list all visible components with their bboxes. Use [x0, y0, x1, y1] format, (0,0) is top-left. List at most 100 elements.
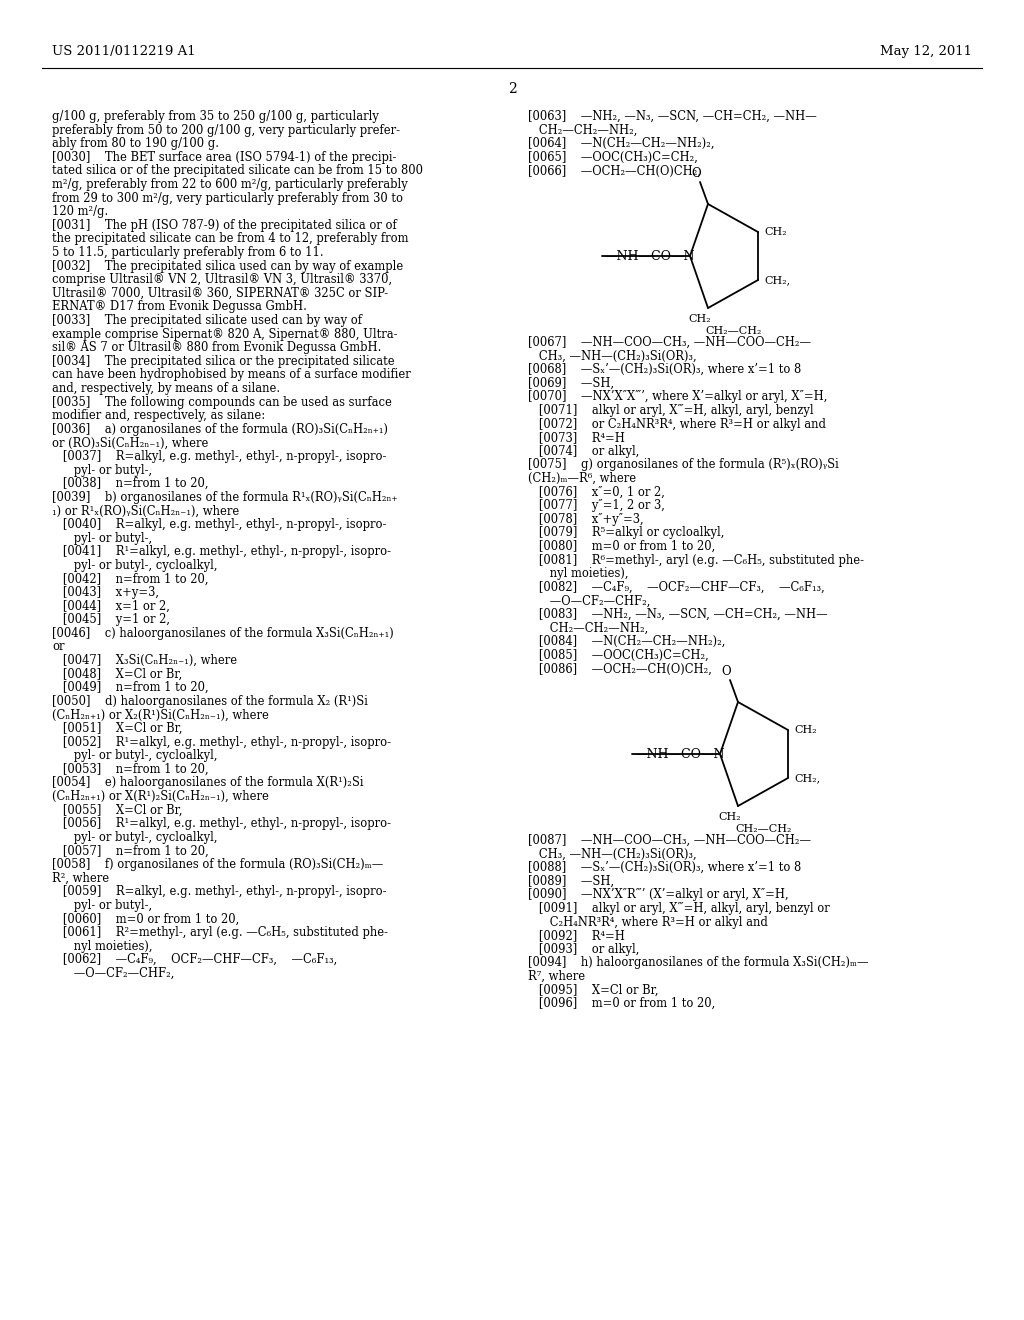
Text: [0083]    —NH₂, —N₃, —SCN, —CH=CH₂, —NH—: [0083] —NH₂, —N₃, —SCN, —CH=CH₂, —NH— — [528, 609, 827, 620]
Text: CH₂—CH₂—NH₂,: CH₂—CH₂—NH₂, — [528, 124, 637, 136]
Text: O: O — [721, 665, 731, 678]
Text: [0081]    R⁶=methyl-, aryl (e.g. —C₆H₅, substituted phe-: [0081] R⁶=methyl-, aryl (e.g. —C₆H₅, sub… — [528, 553, 864, 566]
Text: [0055]    X=Cl or Br,: [0055] X=Cl or Br, — [52, 804, 182, 817]
Text: preferably from 50 to 200 g/100 g, very particularly prefer-: preferably from 50 to 200 g/100 g, very … — [52, 124, 400, 136]
Text: [0047]    X₃Si(CₙH₂ₙ₋₁), where: [0047] X₃Si(CₙH₂ₙ₋₁), where — [52, 653, 238, 667]
Text: CH₃, —NH—(CH₂)₃Si(OR)₃,: CH₃, —NH—(CH₂)₃Si(OR)₃, — [528, 847, 696, 861]
Text: [0069]    —SH,: [0069] —SH, — [528, 376, 614, 389]
Text: CH₂—CH₂: CH₂—CH₂ — [706, 326, 762, 337]
Text: pyl- or butyl-, cycloalkyl,: pyl- or butyl-, cycloalkyl, — [52, 558, 217, 572]
Text: [0088]    —Sₓ’—(CH₂)₃Si(OR)₃, where x’=1 to 8: [0088] —Sₓ’—(CH₂)₃Si(OR)₃, where x’=1 to… — [528, 861, 801, 874]
Text: pyl- or butyl-,: pyl- or butyl-, — [52, 463, 153, 477]
Text: [0068]    —Sₓ’—(CH₂)₃Si(OR)₃, where x’=1 to 8: [0068] —Sₓ’—(CH₂)₃Si(OR)₃, where x’=1 to… — [528, 363, 801, 376]
Text: [0091]    alkyl or aryl, X‴=H, alkyl, aryl, benzyl or: [0091] alkyl or aryl, X‴=H, alkyl, aryl,… — [528, 902, 829, 915]
Text: [0095]    X=Cl or Br,: [0095] X=Cl or Br, — [528, 983, 658, 997]
Text: from 29 to 300 m²/g, very particularly preferably from 30 to: from 29 to 300 m²/g, very particularly p… — [52, 191, 403, 205]
Text: [0093]    or alkyl,: [0093] or alkyl, — [528, 942, 639, 956]
Text: [0051]    X=Cl or Br,: [0051] X=Cl or Br, — [52, 722, 182, 735]
Text: [0064]    —N(CH₂—CH₂—NH₂)₂,: [0064] —N(CH₂—CH₂—NH₂)₂, — [528, 137, 715, 150]
Text: [0061]    R²=methyl-, aryl (e.g. —C₆H₅, substituted phe-: [0061] R²=methyl-, aryl (e.g. —C₆H₅, sub… — [52, 927, 388, 939]
Text: —NH—CO—N: —NH—CO—N — [634, 747, 725, 760]
Text: CH₂: CH₂ — [719, 812, 741, 822]
Text: m²/g, preferably from 22 to 600 m²/g, particularly preferably: m²/g, preferably from 22 to 600 m²/g, pa… — [52, 178, 408, 191]
Text: [0080]    m=0 or from 1 to 20,: [0080] m=0 or from 1 to 20, — [528, 540, 715, 553]
Text: nyl moieties),: nyl moieties), — [528, 568, 629, 581]
Text: [0066]    —OCH₂—CH(O)CH₂,: [0066] —OCH₂—CH(O)CH₂, — [528, 165, 701, 177]
Text: May 12, 2011: May 12, 2011 — [880, 45, 972, 58]
Text: [0071]    alkyl or aryl, X‴=H, alkyl, aryl, benzyl: [0071] alkyl or aryl, X‴=H, alkyl, aryl,… — [528, 404, 814, 417]
Text: 2: 2 — [508, 82, 516, 96]
Text: [0031]    The pH (ISO 787-9) of the precipitated silica or of: [0031] The pH (ISO 787-9) of the precipi… — [52, 219, 396, 232]
Text: [0049]    n=from 1 to 20,: [0049] n=from 1 to 20, — [52, 681, 209, 694]
Text: nyl moieties),: nyl moieties), — [52, 940, 153, 953]
Text: [0044]    x=1 or 2,: [0044] x=1 or 2, — [52, 599, 170, 612]
Text: ₁) or R¹ₓ(RO)ᵧSi(CₙH₂ₙ₋₁), where: ₁) or R¹ₓ(RO)ᵧSi(CₙH₂ₙ₋₁), where — [52, 504, 240, 517]
Text: [0089]    —SH,: [0089] —SH, — [528, 875, 614, 888]
Text: [0067]    —NH—COO—CH₃, —NH—COO—CH₂—: [0067] —NH—COO—CH₃, —NH—COO—CH₂— — [528, 337, 811, 348]
Text: [0070]    —NX’X″X‴’, where X’=alkyl or aryl, X″=H,: [0070] —NX’X″X‴’, where X’=alkyl or aryl… — [528, 391, 827, 404]
Text: CH₂,: CH₂, — [794, 774, 820, 783]
Text: O: O — [691, 168, 700, 180]
Text: pyl- or butyl-,: pyl- or butyl-, — [52, 532, 153, 545]
Text: [0057]    n=from 1 to 20,: [0057] n=from 1 to 20, — [52, 845, 209, 858]
Text: CH₂,: CH₂, — [764, 275, 791, 285]
Text: [0092]    R⁴=H: [0092] R⁴=H — [528, 929, 625, 942]
Text: [0037]    R=alkyl, e.g. methyl-, ethyl-, n-propyl-, isopro-: [0037] R=alkyl, e.g. methyl-, ethyl-, n-… — [52, 450, 386, 463]
Text: [0077]    y″=1, 2 or 3,: [0077] y″=1, 2 or 3, — [528, 499, 665, 512]
Text: [0085]    —OOC(CH₃)C=CH₂,: [0085] —OOC(CH₃)C=CH₂, — [528, 649, 709, 661]
Text: [0054]    e) haloorganosilanes of the formula X(R¹)₂Si: [0054] e) haloorganosilanes of the formu… — [52, 776, 364, 789]
Text: g/100 g, preferably from 35 to 250 g/100 g, particularly: g/100 g, preferably from 35 to 250 g/100… — [52, 110, 379, 123]
Text: [0035]    The following compounds can be used as surface: [0035] The following compounds can be us… — [52, 396, 392, 409]
Text: [0079]    R⁵=alkyl or cycloalkyl,: [0079] R⁵=alkyl or cycloalkyl, — [528, 527, 724, 540]
Text: [0096]    m=0 or from 1 to 20,: [0096] m=0 or from 1 to 20, — [528, 997, 715, 1010]
Text: [0052]    R¹=alkyl, e.g. methyl-, ethyl-, n-propyl-, isopro-: [0052] R¹=alkyl, e.g. methyl-, ethyl-, n… — [52, 735, 391, 748]
Text: ERNAT® D17 from Evonik Degussa GmbH.: ERNAT® D17 from Evonik Degussa GmbH. — [52, 301, 307, 313]
Text: [0090]    —NX’X″R‴’ (X’=alkyl or aryl, X″=H,: [0090] —NX’X″R‴’ (X’=alkyl or aryl, X″=H… — [528, 888, 788, 902]
Text: the precipitated silicate can be from 4 to 12, preferably from: the precipitated silicate can be from 4 … — [52, 232, 409, 246]
Text: comprise Ultrasil® VN 2, Ultrasil® VN 3, Ultrasil® 3370,: comprise Ultrasil® VN 2, Ultrasil® VN 3,… — [52, 273, 392, 286]
Text: —NH—CO—N: —NH—CO—N — [604, 249, 694, 263]
Text: —O—CF₂—CHF₂,: —O—CF₂—CHF₂, — [528, 594, 650, 607]
Text: [0032]    The precipitated silica used can by way of example: [0032] The precipitated silica used can … — [52, 260, 403, 273]
Text: sil® AS 7 or Ultrasil® 880 from Evonik Degussa GmbH.: sil® AS 7 or Ultrasil® 880 from Evonik D… — [52, 341, 381, 354]
Text: [0074]    or alkyl,: [0074] or alkyl, — [528, 445, 639, 458]
Text: [0043]    x+y=3,: [0043] x+y=3, — [52, 586, 159, 599]
Text: [0094]    h) haloorganosilanes of the formula X₃Si(CH₂)ₘ—: [0094] h) haloorganosilanes of the formu… — [528, 957, 868, 969]
Text: 120 m²/g.: 120 m²/g. — [52, 205, 109, 218]
Text: [0056]    R¹=alkyl, e.g. methyl-, ethyl-, n-propyl-, isopro-: [0056] R¹=alkyl, e.g. methyl-, ethyl-, n… — [52, 817, 391, 830]
Text: [0086]    —OCH₂—CH(O)CH₂,: [0086] —OCH₂—CH(O)CH₂, — [528, 663, 712, 676]
Text: [0065]    —OOC(CH₃)C=CH₂,: [0065] —OOC(CH₃)C=CH₂, — [528, 150, 698, 164]
Text: [0058]    f) organosilanes of the formula (RO)₃Si(CH₂)ₘ—: [0058] f) organosilanes of the formula (… — [52, 858, 383, 871]
Text: [0075]    g) organosilanes of the formula (R⁵)ₓ(RO)ᵧSi: [0075] g) organosilanes of the formula (… — [528, 458, 839, 471]
Text: [0046]    c) haloorganosilanes of the formula X₃Si(CₙH₂ₙ₊₁): [0046] c) haloorganosilanes of the formu… — [52, 627, 394, 640]
Text: [0060]    m=0 or from 1 to 20,: [0060] m=0 or from 1 to 20, — [52, 912, 240, 925]
Text: R⁷, where: R⁷, where — [528, 970, 585, 983]
Text: pyl- or butyl-,: pyl- or butyl-, — [52, 899, 153, 912]
Text: CH₂: CH₂ — [689, 314, 712, 323]
Text: [0076]    x″=0, 1 or 2,: [0076] x″=0, 1 or 2, — [528, 486, 665, 499]
Text: [0078]    x″+y″=3,: [0078] x″+y″=3, — [528, 512, 644, 525]
Text: or (RO)₃Si(CₙH₂ₙ₋₁), where: or (RO)₃Si(CₙH₂ₙ₋₁), where — [52, 437, 208, 449]
Text: and, respectively, by means of a silane.: and, respectively, by means of a silane. — [52, 381, 281, 395]
Text: [0082]    —C₄F₉,    —OCF₂—CHF—CF₃,    —C₆F₁₃,: [0082] —C₄F₉, —OCF₂—CHF—CF₃, —C₆F₁₃, — [528, 581, 824, 594]
Text: [0038]    n=from 1 to 20,: [0038] n=from 1 to 20, — [52, 478, 209, 490]
Text: CH₃, —NH—(CH₂)₃Si(OR)₃,: CH₃, —NH—(CH₂)₃Si(OR)₃, — [528, 350, 696, 363]
Text: [0062]    —C₄F₉,    OCF₂—CHF—CF₃,    —C₆F₁₃,: [0062] —C₄F₉, OCF₂—CHF—CF₃, —C₆F₁₃, — [52, 953, 337, 966]
Text: [0050]    d) haloorganosilanes of the formula X₂ (R¹)Si: [0050] d) haloorganosilanes of the formu… — [52, 694, 368, 708]
Text: [0033]    The precipitated silicate used can by way of: [0033] The precipitated silicate used ca… — [52, 314, 362, 327]
Text: (CₙH₂ₙ₊₁) or X₂(R¹)Si(CₙH₂ₙ₋₁), where: (CₙH₂ₙ₊₁) or X₂(R¹)Si(CₙH₂ₙ₋₁), where — [52, 709, 269, 722]
Text: [0030]    The BET surface area (ISO 5794-1) of the precipi-: [0030] The BET surface area (ISO 5794-1)… — [52, 150, 396, 164]
Text: CH₂—CH₂—NH₂,: CH₂—CH₂—NH₂, — [528, 622, 648, 635]
Text: [0048]    X=Cl or Br,: [0048] X=Cl or Br, — [52, 668, 182, 681]
Text: ably from 80 to 190 g/100 g.: ably from 80 to 190 g/100 g. — [52, 137, 219, 150]
Text: CH₂: CH₂ — [764, 227, 786, 238]
Text: R², where: R², where — [52, 871, 110, 884]
Text: [0087]    —NH—COO—CH₃, —NH—COO—CH₂—: [0087] —NH—COO—CH₃, —NH—COO—CH₂— — [528, 834, 811, 847]
Text: [0053]    n=from 1 to 20,: [0053] n=from 1 to 20, — [52, 763, 209, 776]
Text: or: or — [52, 640, 65, 653]
Text: [0040]    R=alkyl, e.g. methyl-, ethyl-, n-propyl-, isopro-: [0040] R=alkyl, e.g. methyl-, ethyl-, n-… — [52, 517, 386, 531]
Text: CH₂—CH₂: CH₂—CH₂ — [736, 824, 793, 834]
Text: pyl- or butyl-, cycloalkyl,: pyl- or butyl-, cycloalkyl, — [52, 750, 217, 762]
Text: modifier and, respectively, as silane:: modifier and, respectively, as silane: — [52, 409, 265, 422]
Text: pyl- or butyl-, cycloalkyl,: pyl- or butyl-, cycloalkyl, — [52, 830, 217, 843]
